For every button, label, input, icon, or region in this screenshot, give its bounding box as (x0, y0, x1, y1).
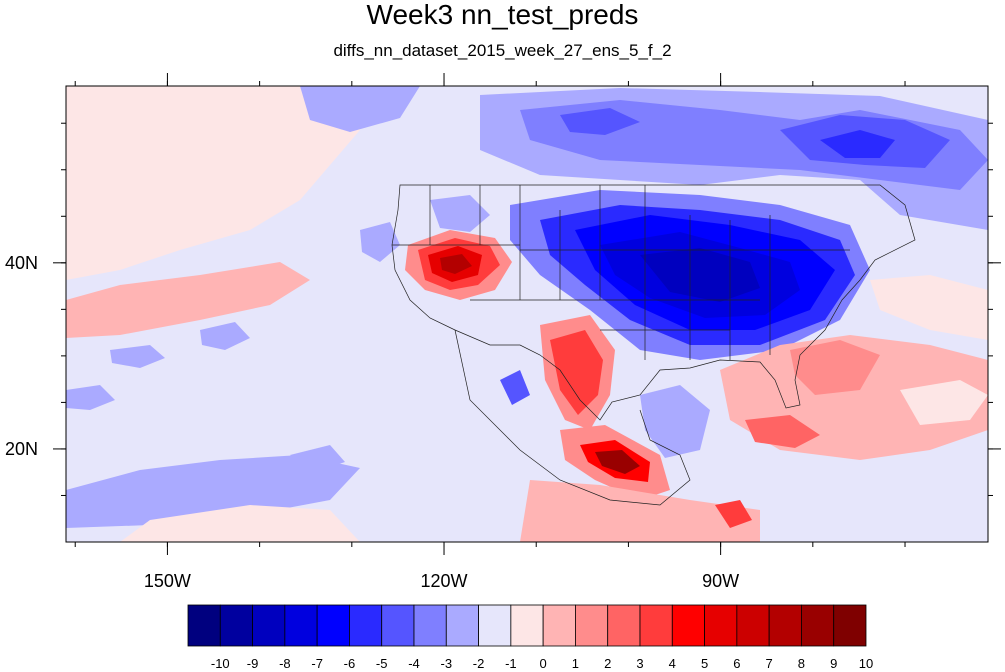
colorbar-swatch (252, 604, 286, 647)
x-tick-label: 120W (421, 571, 468, 591)
political-boundaries (391, 184, 916, 506)
colorbar-label: -5 (376, 656, 388, 671)
colorbar-swatch (639, 604, 673, 647)
colorbar-swatch (833, 604, 867, 647)
colorbar-swatch (381, 604, 415, 647)
x-tick-label: 150W (144, 571, 191, 591)
plot-title: Week3 nn_test_preds (366, 0, 639, 30)
x-tick-label: 90W (702, 571, 739, 591)
colorbar-label: -4 (408, 656, 420, 671)
map-frame (65, 85, 989, 543)
colorbar-swatch (607, 604, 641, 647)
colorbar-label: 8 (798, 656, 805, 671)
colorbar-label: 0 (540, 656, 547, 671)
map-panel (66, 86, 988, 542)
colorbar-swatch (187, 604, 221, 647)
colorbar-swatch (704, 604, 738, 647)
colorbar-swatch (349, 604, 383, 647)
colorbar-swatch (284, 604, 318, 647)
colorbar-label: -6 (344, 656, 356, 671)
plot-subtitle: diffs_nn_dataset_2015_week_27_ens_5_f_2 (333, 41, 672, 60)
atlantic-anomaly-patches (640, 275, 988, 460)
colorbar-label: -3 (441, 656, 453, 671)
colorbar-label: -7 (311, 656, 323, 671)
colorbar-label: 2 (604, 656, 611, 671)
colorbar-label: 6 (733, 656, 740, 671)
colorbar-swatch (801, 604, 835, 647)
y-tick-label: 40N (5, 253, 38, 273)
colorbar-label: -9 (247, 656, 259, 671)
colorbar-swatch (510, 604, 544, 647)
colorbar-label: 1 (572, 656, 579, 671)
colorbar-swatch (413, 604, 447, 647)
map-axes: 150W 120W 90W 40N 20N (5, 73, 1001, 591)
mexico-warm-anomaly (500, 315, 760, 542)
colorbar-swatch (445, 604, 479, 647)
colorbar-swatch (671, 604, 705, 647)
colorbar-swatch (575, 604, 609, 647)
colorbar-swatch (478, 604, 512, 647)
colorbar-label: -8 (279, 656, 291, 671)
colorbar-label: -2 (473, 656, 485, 671)
colorbar-swatch (542, 604, 576, 647)
colorbar-label: 10 (859, 656, 873, 671)
colorbar-label: -10 (211, 656, 230, 671)
pacific-anomaly-patches (66, 86, 380, 542)
colorbar-swatch (219, 604, 253, 647)
colorbar-swatch (736, 604, 770, 647)
colorbar-label: 9 (830, 656, 837, 671)
colorbar-swatch (768, 604, 802, 647)
colorbar-swatch (316, 604, 350, 647)
colorbar-label: 7 (766, 656, 773, 671)
y-tick-label: 20N (5, 439, 38, 459)
colorbar-label: 4 (669, 656, 676, 671)
colorbar-label: 3 (636, 656, 643, 671)
colorbar-label: -1 (505, 656, 517, 671)
colorbar-label: 5 (701, 656, 708, 671)
northern-cool-anomaly (300, 86, 988, 230)
western-warm-anomaly (360, 222, 512, 300)
colorbar: -10 -9 -8 -7 -6 -5 -4 -3 -2 -1 0 1 2 3 4 5 6 7 8 9 10 (187, 604, 873, 671)
